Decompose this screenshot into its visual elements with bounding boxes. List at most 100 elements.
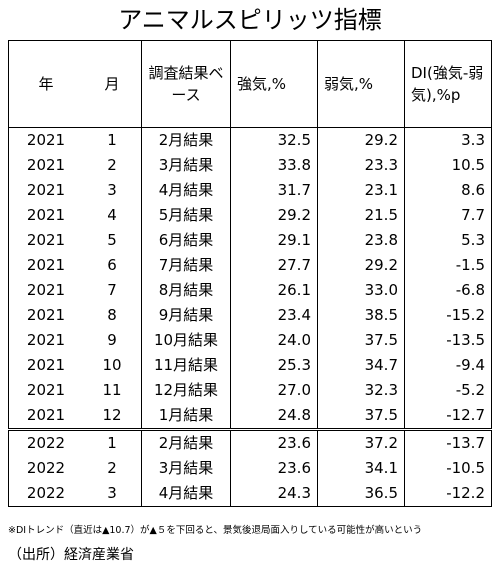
table-cell: 5月結果	[141, 203, 231, 228]
table-cell: 2021	[26, 156, 66, 174]
table-cell: 2	[107, 459, 117, 477]
table-row: 2022 1 2月結果 23.6 37.2 -13.7	[8, 428, 492, 456]
table-cell: 23.3	[317, 153, 405, 178]
table-cell: 10月結果	[141, 328, 231, 353]
table-cell: -10.5	[404, 456, 492, 481]
table-cell: 33.0	[317, 278, 405, 303]
table-cell: 7	[107, 281, 117, 299]
table-row: 2021 9 10月結果 24.0 37.5 -13.5	[9, 328, 492, 353]
title: アニマルスピリッツ指標	[118, 6, 382, 34]
header-row: 年月調査結果ベース 強気,% 弱気,% DI(強気-弱気),%p	[8, 40, 492, 128]
table-row: 2022 3 4月結果 24.3 36.5 -12.2	[9, 481, 492, 507]
header-cell: DI(強気-弱気),%p	[404, 40, 492, 128]
table-cell: -12.7	[404, 403, 492, 430]
table-row: 2021 10 11月結果 25.3 34.7 -9.4	[9, 353, 492, 378]
table-cell: 3月結果	[141, 456, 231, 481]
table-cell: 26.1	[230, 278, 318, 303]
header-cell: 年	[8, 40, 83, 128]
table-cell: 12月結果	[141, 378, 231, 403]
table-cell: 36.5	[317, 481, 405, 507]
table-cell: 1	[83, 428, 142, 456]
table-cell: 8月結果	[141, 278, 231, 303]
table-cell: 2	[107, 156, 117, 174]
table-cell: 3	[107, 484, 117, 502]
table-cell: 34.1	[317, 456, 405, 481]
table-cell: 9月結果	[141, 303, 231, 328]
table-cell: 34.7	[317, 353, 405, 378]
table-cell: 23.6	[230, 456, 318, 481]
table-cell: 9	[107, 331, 117, 349]
table-row: 2021 7 8月結果 26.1 33.0 -6.8	[9, 278, 492, 303]
header-cell: 月	[83, 40, 142, 128]
header-cell: 調査結果ベース	[141, 40, 231, 128]
table-cell: 3月結果	[141, 153, 231, 178]
table-cell: 27.0	[230, 378, 318, 403]
table-row: 2021 6 7月結果 27.7 29.2 -1.5	[9, 253, 492, 278]
table-cell: 29.1	[230, 228, 318, 253]
table-cell: 1	[107, 131, 117, 149]
footnote: ※DIトレンド（直近は▲10.7）が▲５を下回ると、景気後退局面入りしている可能…	[8, 525, 423, 536]
table-cell: 2021	[26, 356, 66, 374]
table-row: 2021 3 4月結果 31.7 23.1 8.6	[9, 178, 492, 203]
table-cell: -13.7	[404, 428, 492, 456]
table-cell: 23.1	[317, 178, 405, 203]
table-cell: 10	[102, 356, 122, 374]
table-cell: 8.6	[404, 178, 492, 203]
table-cell: 2月結果	[141, 127, 231, 153]
table-cell: 5.3	[404, 228, 492, 253]
table-row: 2021 4 5月結果 29.2 21.5 7.7	[9, 203, 492, 228]
table-row: 2021 11 12月結果 27.0 32.3 -5.2	[9, 378, 492, 403]
table-cell: 29.2	[317, 253, 405, 278]
table-cell: 6月結果	[141, 228, 231, 253]
table-cell: 27.7	[230, 253, 318, 278]
table-cell: 2月結果	[141, 428, 231, 456]
table-cell: -15.2	[404, 303, 492, 328]
table-cell: 24.0	[230, 328, 318, 353]
table-row: 2021 5 6月結果 29.1 23.8 5.3	[9, 228, 492, 253]
table-cell: 23.6	[230, 428, 318, 456]
table-cell: 7.7	[404, 203, 492, 228]
table-cell: 11	[102, 381, 122, 399]
table-cell: 33.8	[230, 153, 318, 178]
table-row: 2021 12 1月結果 24.8 37.5 -12.7	[9, 403, 492, 430]
table-row: 2021 8 9月結果 23.4 38.5 -15.2	[9, 303, 492, 328]
source: （出所）経済産業省	[8, 547, 134, 563]
table-cell: 38.5	[317, 303, 405, 328]
table-cell: 6	[107, 256, 117, 274]
table-cell: 4月結果	[141, 481, 231, 507]
table-cell: 37.5	[317, 328, 405, 353]
table-cell: 2021	[26, 181, 66, 199]
table-cell: 2021	[26, 381, 66, 399]
table-cell: 32.3	[317, 378, 405, 403]
table-cell: 2021	[26, 131, 66, 149]
header-cell: 強気,%	[230, 40, 318, 128]
table-cell: 1月結果	[141, 403, 231, 430]
table-cell: 24.3	[230, 481, 318, 507]
table-cell: 8	[107, 306, 117, 324]
table-cell: 2022	[26, 459, 66, 477]
table-cell: 2021	[26, 281, 66, 299]
table-cell: -9.4	[404, 353, 492, 378]
table-cell: 4月結果	[141, 178, 231, 203]
table-cell: 25.3	[230, 353, 318, 378]
table-cell: 7月結果	[141, 253, 231, 278]
table-cell: 2021	[26, 206, 66, 224]
table-cell: -1.5	[404, 253, 492, 278]
table-cell: 2022	[8, 428, 83, 456]
table-cell: -6.8	[404, 278, 492, 303]
table-cell: 21.5	[317, 203, 405, 228]
table-cell: 4	[107, 206, 117, 224]
table-body: 2021 1 2月結果 32.5 29.2 3.3 2021 2 3月結果 33.8 23.3 10.…	[8, 127, 492, 507]
table-cell: 2021	[26, 256, 66, 274]
table-cell: 29.2	[317, 127, 405, 153]
table-cell: 5	[107, 231, 117, 249]
table-cell: 2021	[26, 406, 66, 424]
table-row: 2021 1 2月結果 32.5 29.2 3.3	[9, 127, 492, 153]
table-cell: 10.5	[404, 153, 492, 178]
table-cell: 2022	[26, 484, 66, 502]
table: 年月調査結果ベース 強気,% 弱気,% DI(強気-弱気),%p 2021 1 2月結果 3…	[8, 40, 492, 507]
table-cell: 37.5	[317, 403, 405, 430]
table-cell: 2021	[26, 231, 66, 249]
table-cell: 2021	[26, 306, 66, 324]
